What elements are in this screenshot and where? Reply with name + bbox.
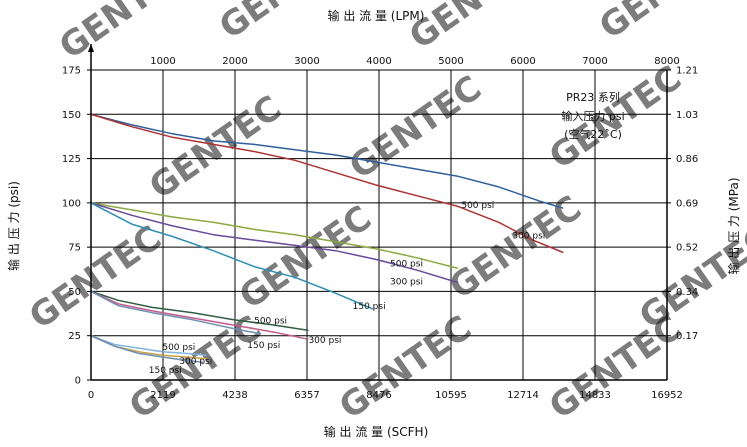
series-line-input_50-5	[90, 290, 309, 332]
series-label-input_150-0: 500 psi	[461, 201, 494, 211]
x-tick-label-bottom: 6357	[294, 390, 319, 401]
x-tick-label-bottom: 4238	[222, 390, 247, 401]
series-line-input_50-7	[90, 290, 262, 335]
series-label-input_100-4: 150 psi	[353, 302, 386, 312]
x-tick-label-bottom: 14833	[579, 390, 611, 401]
x-tick-label-bottom: 2119	[150, 390, 175, 401]
series-line-input_25-10	[90, 335, 204, 364]
y-tick-label-left: 100	[62, 198, 81, 209]
y-tick-label-right: 0.34	[676, 287, 698, 298]
x-tick-label-bottom: 0	[88, 390, 94, 401]
y-tick-label-right: 0.52	[676, 243, 698, 254]
x-tick-label-bottom: 12714	[507, 390, 539, 401]
watermark-text: GENTEC	[22, 218, 169, 337]
watermark-text: GENTEC	[592, 0, 739, 47]
series-line-input_150-0	[90, 113, 564, 209]
x-tick-label-bottom: 8476	[366, 390, 391, 401]
series-line-input_100-3	[90, 202, 459, 284]
x-tick-label-top: 7000	[582, 56, 607, 67]
right-axis-title: 输 出 压 力 (MPa)	[726, 177, 741, 274]
y-tick-label-left: 50	[68, 287, 81, 298]
watermark-text: GENTEC	[122, 308, 269, 427]
x-tick-label-top: 5000	[438, 56, 463, 67]
series-lines	[90, 113, 564, 364]
series-line-input_50-6	[90, 290, 309, 341]
series-line-input_150-1	[90, 113, 564, 254]
series-label-input_150-1: 300 psi	[512, 231, 545, 241]
axes: 0 25 50 75 100 125 150 175 0.17 0.34 0.52 0.69 0.86 1…	[62, 44, 698, 401]
left-axis-title: 输 出 压 力 (psi)	[6, 181, 21, 271]
watermark-text: GENTEC	[232, 198, 379, 317]
y-tick-label-right: 0.69	[676, 198, 698, 209]
y-tick-label-left: 25	[68, 331, 81, 342]
x-tick-label-top: 3000	[294, 56, 319, 67]
left-axis-arrow	[88, 44, 94, 52]
y-tick-label-left: 75	[68, 243, 81, 254]
x-tick-label-top: 8000	[654, 56, 679, 67]
info-box: PR23 系列 输入压力 psi (空气22˚C)	[561, 90, 624, 141]
y-tick-label-left: 150	[62, 110, 81, 121]
x-tick-label-bottom: 16952	[651, 390, 683, 401]
series-label-input_50-5: 500 psi	[254, 316, 287, 326]
y-tick-label-right: 1.03	[676, 110, 698, 121]
x-tick-label-top: 6000	[510, 56, 535, 67]
watermark-text: GENTEC	[142, 88, 289, 207]
x-tick-label-top: 1000	[150, 56, 175, 67]
top-axis-title: 输 出 流 量 (LPM)	[328, 8, 425, 23]
watermark-text: GENTEC	[332, 308, 479, 427]
x-tick-label-top: 4000	[366, 56, 391, 67]
watermark-text: GENTEC	[52, 0, 199, 67]
y-tick-label-left: 0	[75, 376, 81, 387]
y-tick-label-left: 125	[62, 154, 81, 165]
series-line-input_25-8	[90, 334, 207, 356]
series-label-input_25-8: 500 psi	[162, 343, 195, 353]
watermark-text: GENTEC	[212, 0, 359, 47]
series-line-input_100-2	[90, 202, 459, 270]
info-air-temp: (空气22˚C)	[564, 127, 622, 141]
y-tick-label-right: 0.86	[676, 154, 698, 165]
series-label-input_50-7: 150 psi	[247, 341, 280, 351]
info-series: PR23 系列	[566, 90, 620, 104]
series-label-input_100-3: 300 psi	[390, 277, 423, 287]
info-input-pressure: 输入压力 psi	[561, 109, 624, 123]
series-label-input_25-9: 300 psi	[179, 357, 212, 367]
series-label-input_50-6: 300 psi	[308, 336, 341, 346]
x-tick-label-bottom: 10595	[435, 390, 467, 401]
y-tick-label-left: 175	[62, 66, 81, 77]
y-tick-label-right: 1.21	[676, 66, 698, 77]
bottom-axis-title: 输 出 流 量 (SCFH)	[324, 424, 429, 439]
x-tick-label-top: 2000	[222, 56, 247, 67]
y-tick-label-right: 0.17	[676, 331, 698, 342]
series-line-input_100-4	[90, 202, 374, 310]
series-label-input_100-2: 500 psi	[390, 260, 423, 270]
series-label-input_25-10: 150 psi	[149, 366, 182, 376]
